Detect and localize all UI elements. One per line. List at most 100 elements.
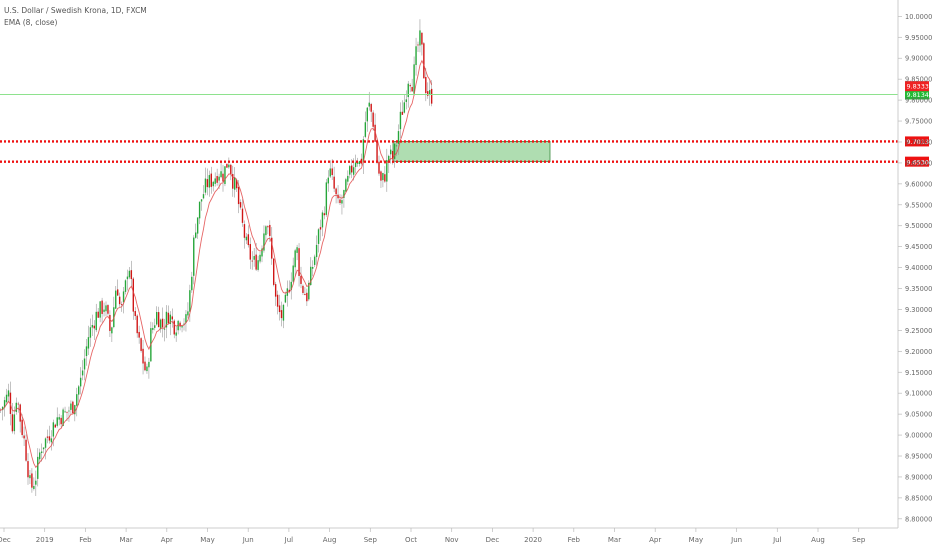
candle-body [11, 414, 14, 432]
time-tick-label-7: Jul [284, 536, 294, 544]
candle-body [146, 366, 148, 372]
candle-body [310, 266, 312, 286]
chart-legend: U.S. Dollar / Swedish Krona, 1D, FXCM EM… [4, 5, 147, 29]
candle-body [177, 320, 179, 331]
candle-body [319, 227, 322, 230]
candle-body [97, 311, 99, 318]
candle-body [13, 414, 16, 432]
candle-body [23, 435, 25, 439]
candle-body [419, 30, 421, 46]
price-tick-label-6: 9.70000 [905, 138, 932, 146]
price-tick-label-13: 9.35000 [905, 285, 932, 293]
symbol-title: U.S. Dollar / Swedish Krona, 1D, FXCM [4, 6, 147, 15]
candle-body [74, 405, 76, 415]
candle-body [37, 456, 39, 479]
time-tick-label-16: Apr [649, 536, 661, 544]
candle-body [46, 436, 49, 438]
candle-body [81, 370, 84, 376]
candle-body [157, 312, 160, 328]
candle-body [220, 171, 222, 178]
candle-body [85, 346, 88, 357]
candle-body [202, 194, 205, 199]
candle-body [7, 390, 10, 397]
candle-body [249, 244, 251, 260]
candle-body [325, 182, 328, 215]
time-tick-label-1: 2019 [36, 536, 54, 544]
candle-body [241, 208, 244, 223]
candle-body [175, 332, 177, 336]
candle-body [321, 212, 324, 228]
time-tick-label-9: Sep [364, 536, 378, 544]
candle-body [306, 292, 308, 302]
candle-body [72, 401, 74, 414]
candle-body [39, 452, 41, 460]
candle-body [224, 166, 226, 185]
candle-body [128, 270, 131, 278]
demand-zone[interactable] [392, 141, 551, 163]
candle-body [429, 90, 431, 95]
candle-body [200, 199, 203, 202]
candle-body [401, 111, 404, 115]
candle-body [191, 276, 193, 291]
level-badge-0 [905, 89, 929, 100]
price-tick-label-19: 9.05000 [905, 411, 932, 419]
time-axis[interactable]: Dec 2019 Feb Mar Apr May Jun Jul Aug Sep Oct Nov Dec… [0, 527, 898, 544]
candle-body [331, 168, 333, 176]
candle-body [3, 400, 6, 408]
candle-body [347, 175, 349, 182]
candle-body [271, 237, 273, 259]
candle-body [52, 422, 55, 437]
candle-body [48, 436, 51, 441]
time-tick-label-20: Aug [811, 536, 825, 544]
candle-body [33, 486, 35, 489]
price-tick-label-5: 9.75000 [905, 118, 932, 126]
plot-background [0, 0, 898, 528]
time-tick-label-5: May [200, 536, 214, 544]
candle-body [173, 320, 175, 335]
candle-body [366, 107, 368, 122]
candle-body [15, 402, 17, 412]
candle-body [397, 131, 400, 144]
candle-body [198, 201, 201, 219]
candle-body [294, 250, 296, 268]
candle-body [403, 102, 406, 113]
time-tick-label-18: Jun [730, 536, 742, 544]
candle-body [411, 87, 413, 92]
candle-body [417, 44, 419, 46]
candle-body [216, 176, 218, 183]
price-tick-label-15: 9.25000 [905, 327, 932, 335]
price-tick-label-10: 9.50000 [905, 222, 932, 230]
candle-body [329, 168, 331, 177]
candle-body [167, 312, 170, 324]
candle-body [276, 294, 279, 307]
candle-body [407, 83, 409, 98]
candle-body [42, 447, 45, 450]
candle-body [181, 326, 183, 328]
candle-body [124, 280, 127, 292]
candle-body [187, 311, 189, 316]
candle-body [25, 439, 27, 461]
candle-body [409, 85, 411, 87]
candle-body [58, 417, 60, 420]
price-tick-label-17: 9.15000 [905, 369, 932, 377]
time-tick-label-14: Feb [568, 536, 581, 544]
candle-body [391, 150, 394, 160]
candle-body [354, 162, 357, 167]
candle-body [395, 145, 398, 147]
price-axis[interactable]: 10.00000 9.95000 9.90000 9.85000 9.80000 9.75… [897, 0, 932, 528]
candle-body [21, 419, 23, 436]
candle-body [214, 178, 216, 184]
price-tick-label-23: 8.85000 [905, 494, 932, 502]
candle-body [352, 167, 355, 175]
candle-body [109, 314, 111, 331]
candle-body [282, 304, 285, 321]
time-tick-label-6: Jun [242, 536, 254, 544]
candle-body [169, 314, 172, 324]
candle-body [148, 361, 150, 368]
candle-body [300, 275, 302, 284]
price-tick-label-12: 9.40000 [905, 264, 932, 272]
candle-body [19, 404, 21, 422]
price-tick-label-3: 9.85000 [905, 76, 932, 84]
candle-body [312, 267, 314, 269]
